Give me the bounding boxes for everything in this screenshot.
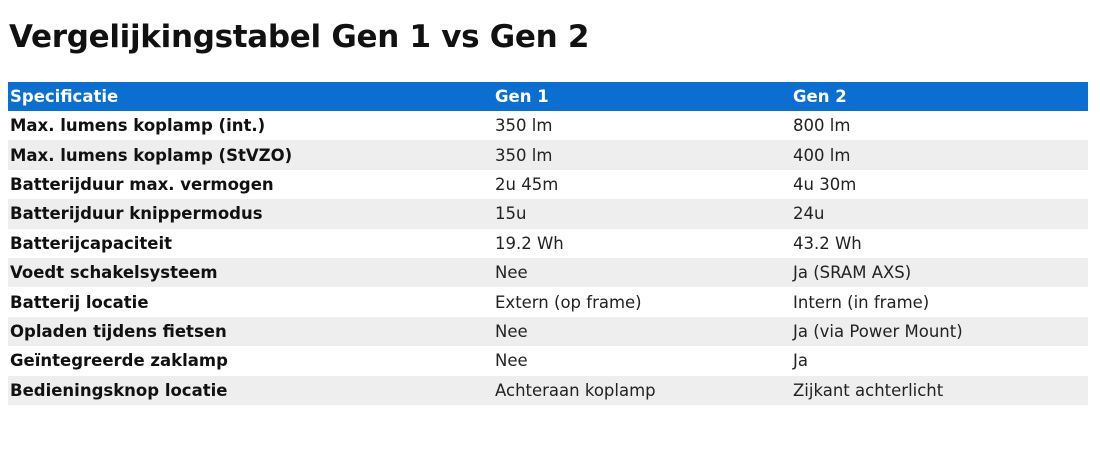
table-row: Opladen tijdens fietsen Nee Ja (via Powe… (8, 316, 1088, 347)
gen2-value: 24u (791, 199, 1088, 229)
spec-label: Batterijduur knippermodus (8, 199, 493, 229)
gen1-value: 19.2 Wh (493, 228, 791, 258)
table-row: Batterij locatie Extern (op frame) Inter… (8, 287, 1088, 317)
spec-label: Batterij locatie (8, 287, 493, 317)
gen2-value: 43.2 Wh (791, 228, 1088, 258)
gen1-value: Achteraan koplamp (493, 375, 791, 405)
gen2-value: 4u 30m (791, 169, 1088, 200)
gen1-value: Nee (493, 316, 791, 347)
spec-label: Bedieningsknop locatie (8, 375, 493, 405)
table-row: Max. lumens koplamp (int.) 350 lm 800 lm (8, 111, 1088, 141)
table-row: Max. lumens koplamp (StVZO) 350 lm 400 l… (8, 140, 1088, 170)
page-title: Vergelijkingstabel Gen 1 vs Gen 2 (9, 19, 590, 55)
table-row: Batterijduur knippermodus 15u 24u (8, 199, 1088, 229)
table-row: Voedt schakelsysteem Nee Ja (SRAM AXS) (8, 257, 1088, 288)
spec-label: Opladen tijdens fietsen (8, 316, 493, 347)
spec-label: Max. lumens koplamp (StVZO) (8, 140, 493, 170)
header-gen-1: Gen 1 (493, 82, 791, 111)
table-row: Batterijduur max. vermogen 2u 45m 4u 30m (8, 169, 1088, 200)
spec-label: Max. lumens koplamp (int.) (8, 111, 493, 141)
gen2-value: Ja (791, 346, 1088, 376)
table-row: Bedieningsknop locatie Achteraan koplamp… (8, 375, 1088, 405)
table-header-row: Specificatie Gen 1 Gen 2 (8, 82, 1088, 111)
gen1-value: Extern (op frame) (493, 287, 791, 317)
header-gen-2: Gen 2 (791, 82, 1088, 111)
gen2-value: Ja (via Power Mount) (791, 316, 1088, 347)
gen1-value: 350 lm (493, 140, 791, 170)
gen1-value: 15u (493, 199, 791, 229)
gen1-value: Nee (493, 257, 791, 288)
header-specificatie: Specificatie (8, 82, 493, 111)
gen2-value: Zijkant achterlicht (791, 375, 1088, 405)
spec-label: Geïntegreerde zaklamp (8, 346, 493, 376)
gen1-value: 350 lm (493, 111, 791, 141)
table-row: Batterijcapaciteit 19.2 Wh 43.2 Wh (8, 228, 1088, 258)
table-row: Geïntegreerde zaklamp Nee Ja (8, 346, 1088, 376)
spec-label: Voedt schakelsysteem (8, 257, 493, 288)
gen2-value: Intern (in frame) (791, 287, 1088, 317)
gen2-value: 800 lm (791, 111, 1088, 141)
spec-label: Batterijduur max. vermogen (8, 169, 493, 200)
gen1-value: 2u 45m (493, 169, 791, 200)
spec-label: Batterijcapaciteit (8, 228, 493, 258)
gen2-value: Ja (SRAM AXS) (791, 257, 1088, 288)
gen1-value: Nee (493, 346, 791, 376)
gen2-value: 400 lm (791, 140, 1088, 170)
comparison-table: Specificatie Gen 1 Gen 2 Max. lumens kop… (8, 82, 1088, 405)
